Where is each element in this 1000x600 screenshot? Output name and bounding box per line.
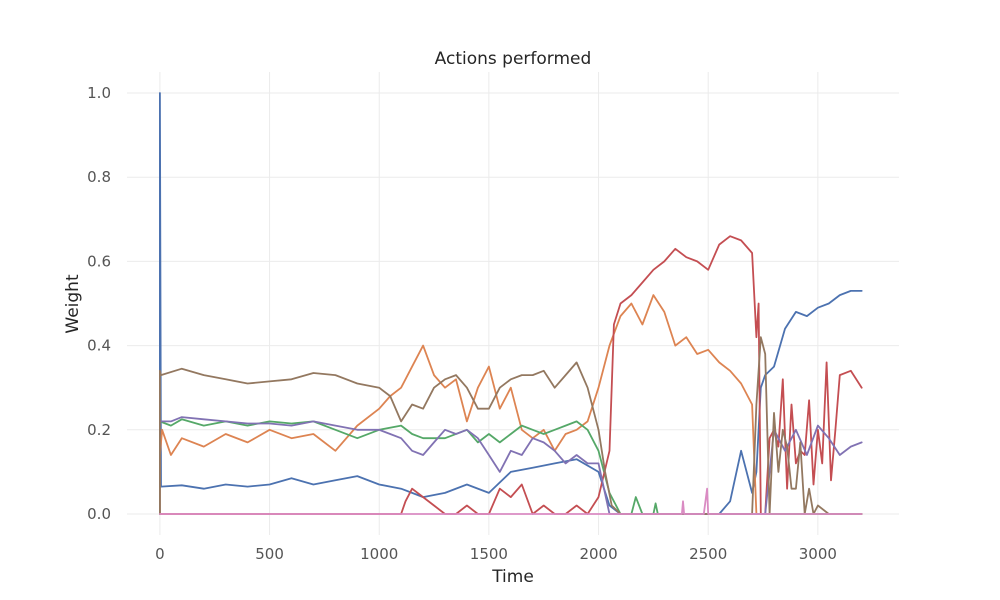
series-line-7 — [158, 487, 863, 515]
y-tick-label: 0.8 — [87, 168, 111, 186]
x-tick-label: 1500 — [470, 545, 508, 563]
y-tick-label: 0.4 — [87, 337, 111, 355]
y-axis-label: Weight — [63, 274, 83, 334]
x-axis-label: Time — [491, 567, 534, 587]
chart-series — [158, 92, 863, 515]
x-tick-label: 0 — [155, 545, 165, 563]
y-tick-label: 0.6 — [87, 252, 111, 270]
series-line-1 — [158, 92, 863, 515]
x-tick-label: 2000 — [579, 545, 617, 563]
x-tick-label: 3000 — [799, 545, 837, 563]
series-line-2 — [158, 294, 863, 515]
series-line-6 — [158, 336, 863, 515]
y-tick-label: 0.0 — [87, 505, 111, 523]
x-axis-ticks: 0 500 1000 1500 2000 2500 3000 — [155, 545, 837, 563]
chart-grid — [127, 72, 899, 535]
y-tick-label: 1.0 — [87, 84, 111, 102]
chart-title: Actions performed — [435, 49, 592, 69]
x-tick-label: 2500 — [689, 545, 727, 563]
x-tick-label: 500 — [255, 545, 284, 563]
y-axis-ticks: 0.0 0.2 0.4 0.6 0.8 1.0 — [87, 84, 111, 523]
x-tick-label: 1000 — [360, 545, 398, 563]
y-tick-label: 0.2 — [87, 421, 111, 439]
